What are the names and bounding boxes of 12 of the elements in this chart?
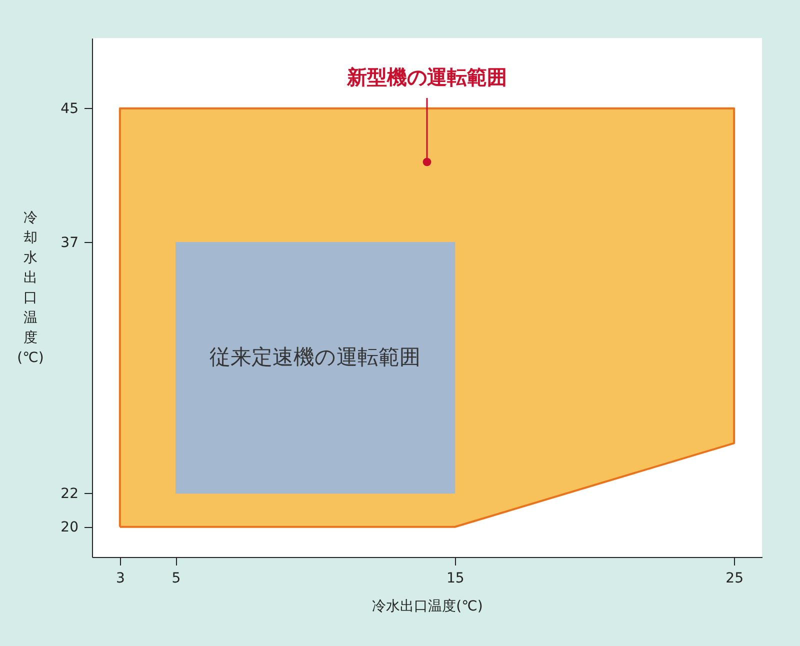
x-tick-label: 3 xyxy=(116,570,125,586)
y-tick-label: 20 xyxy=(60,519,78,536)
x-axis-title: 冷水出口温度(℃) xyxy=(372,598,483,614)
y-tick-label: 22 xyxy=(60,486,78,502)
series-label: 従来定速機の運転範囲 xyxy=(210,345,420,369)
y-tick-label: 37 xyxy=(60,234,78,251)
x-tick-label: 25 xyxy=(726,570,744,586)
y-axis-title: 冷却水出口温度(℃) xyxy=(17,210,44,366)
x-tick-label: 15 xyxy=(446,570,464,586)
series-label: 新型機の運転範囲 xyxy=(346,65,507,89)
y-tick-label: 45 xyxy=(60,100,78,117)
x-tick-label: 5 xyxy=(172,570,181,586)
